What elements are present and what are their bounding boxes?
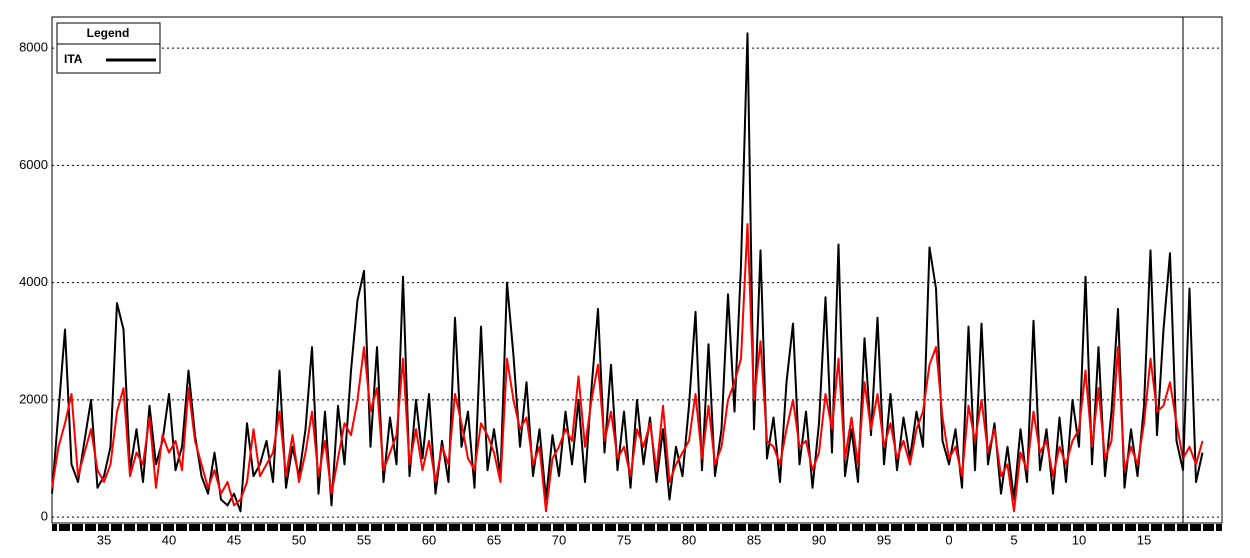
y-tick-label: 6000 (19, 157, 48, 172)
x-tick-label: 70 (552, 532, 566, 547)
x-tick-label: 80 (682, 532, 696, 547)
x-tick-label: 15 (1137, 532, 1151, 547)
legend-title: Legend (87, 26, 130, 40)
series-lines (51, 32, 1204, 513)
y-tick-label: 0 (41, 509, 48, 524)
legend-label: ITA (64, 52, 83, 66)
grid (52, 47, 1222, 518)
x-tick-label: 95 (877, 532, 891, 547)
x-tick-label: 65 (487, 532, 501, 547)
x-tick-label: 85 (747, 532, 761, 547)
x-tick-label: 35 (97, 532, 111, 547)
x-tick-label: 0 (945, 532, 952, 547)
plot-frame (51, 16, 1223, 524)
x-tick-label: 45 (227, 532, 241, 547)
x-tick-label: 10 (1072, 532, 1086, 547)
x-tick-label: 90 (812, 532, 826, 547)
y-tick-label: 8000 (19, 40, 48, 55)
y-tick-label: 4000 (19, 274, 48, 289)
legend-items: ITA (64, 52, 156, 66)
x-tick-label: 55 (357, 532, 371, 547)
x-tick-label: 40 (162, 532, 176, 547)
legend-box (56, 22, 161, 74)
x-tick-label: 60 (422, 532, 436, 547)
x-tick-label: 75 (617, 532, 631, 547)
series-line (51, 223, 1204, 513)
legend: Legend ITA (56, 22, 161, 74)
x-tick-label: 50 (292, 532, 306, 547)
x-tick-label: 5 (1010, 532, 1017, 547)
tick-strip (52, 524, 1222, 531)
y-tick-label: 2000 (19, 391, 48, 406)
series-line (51, 32, 1204, 513)
